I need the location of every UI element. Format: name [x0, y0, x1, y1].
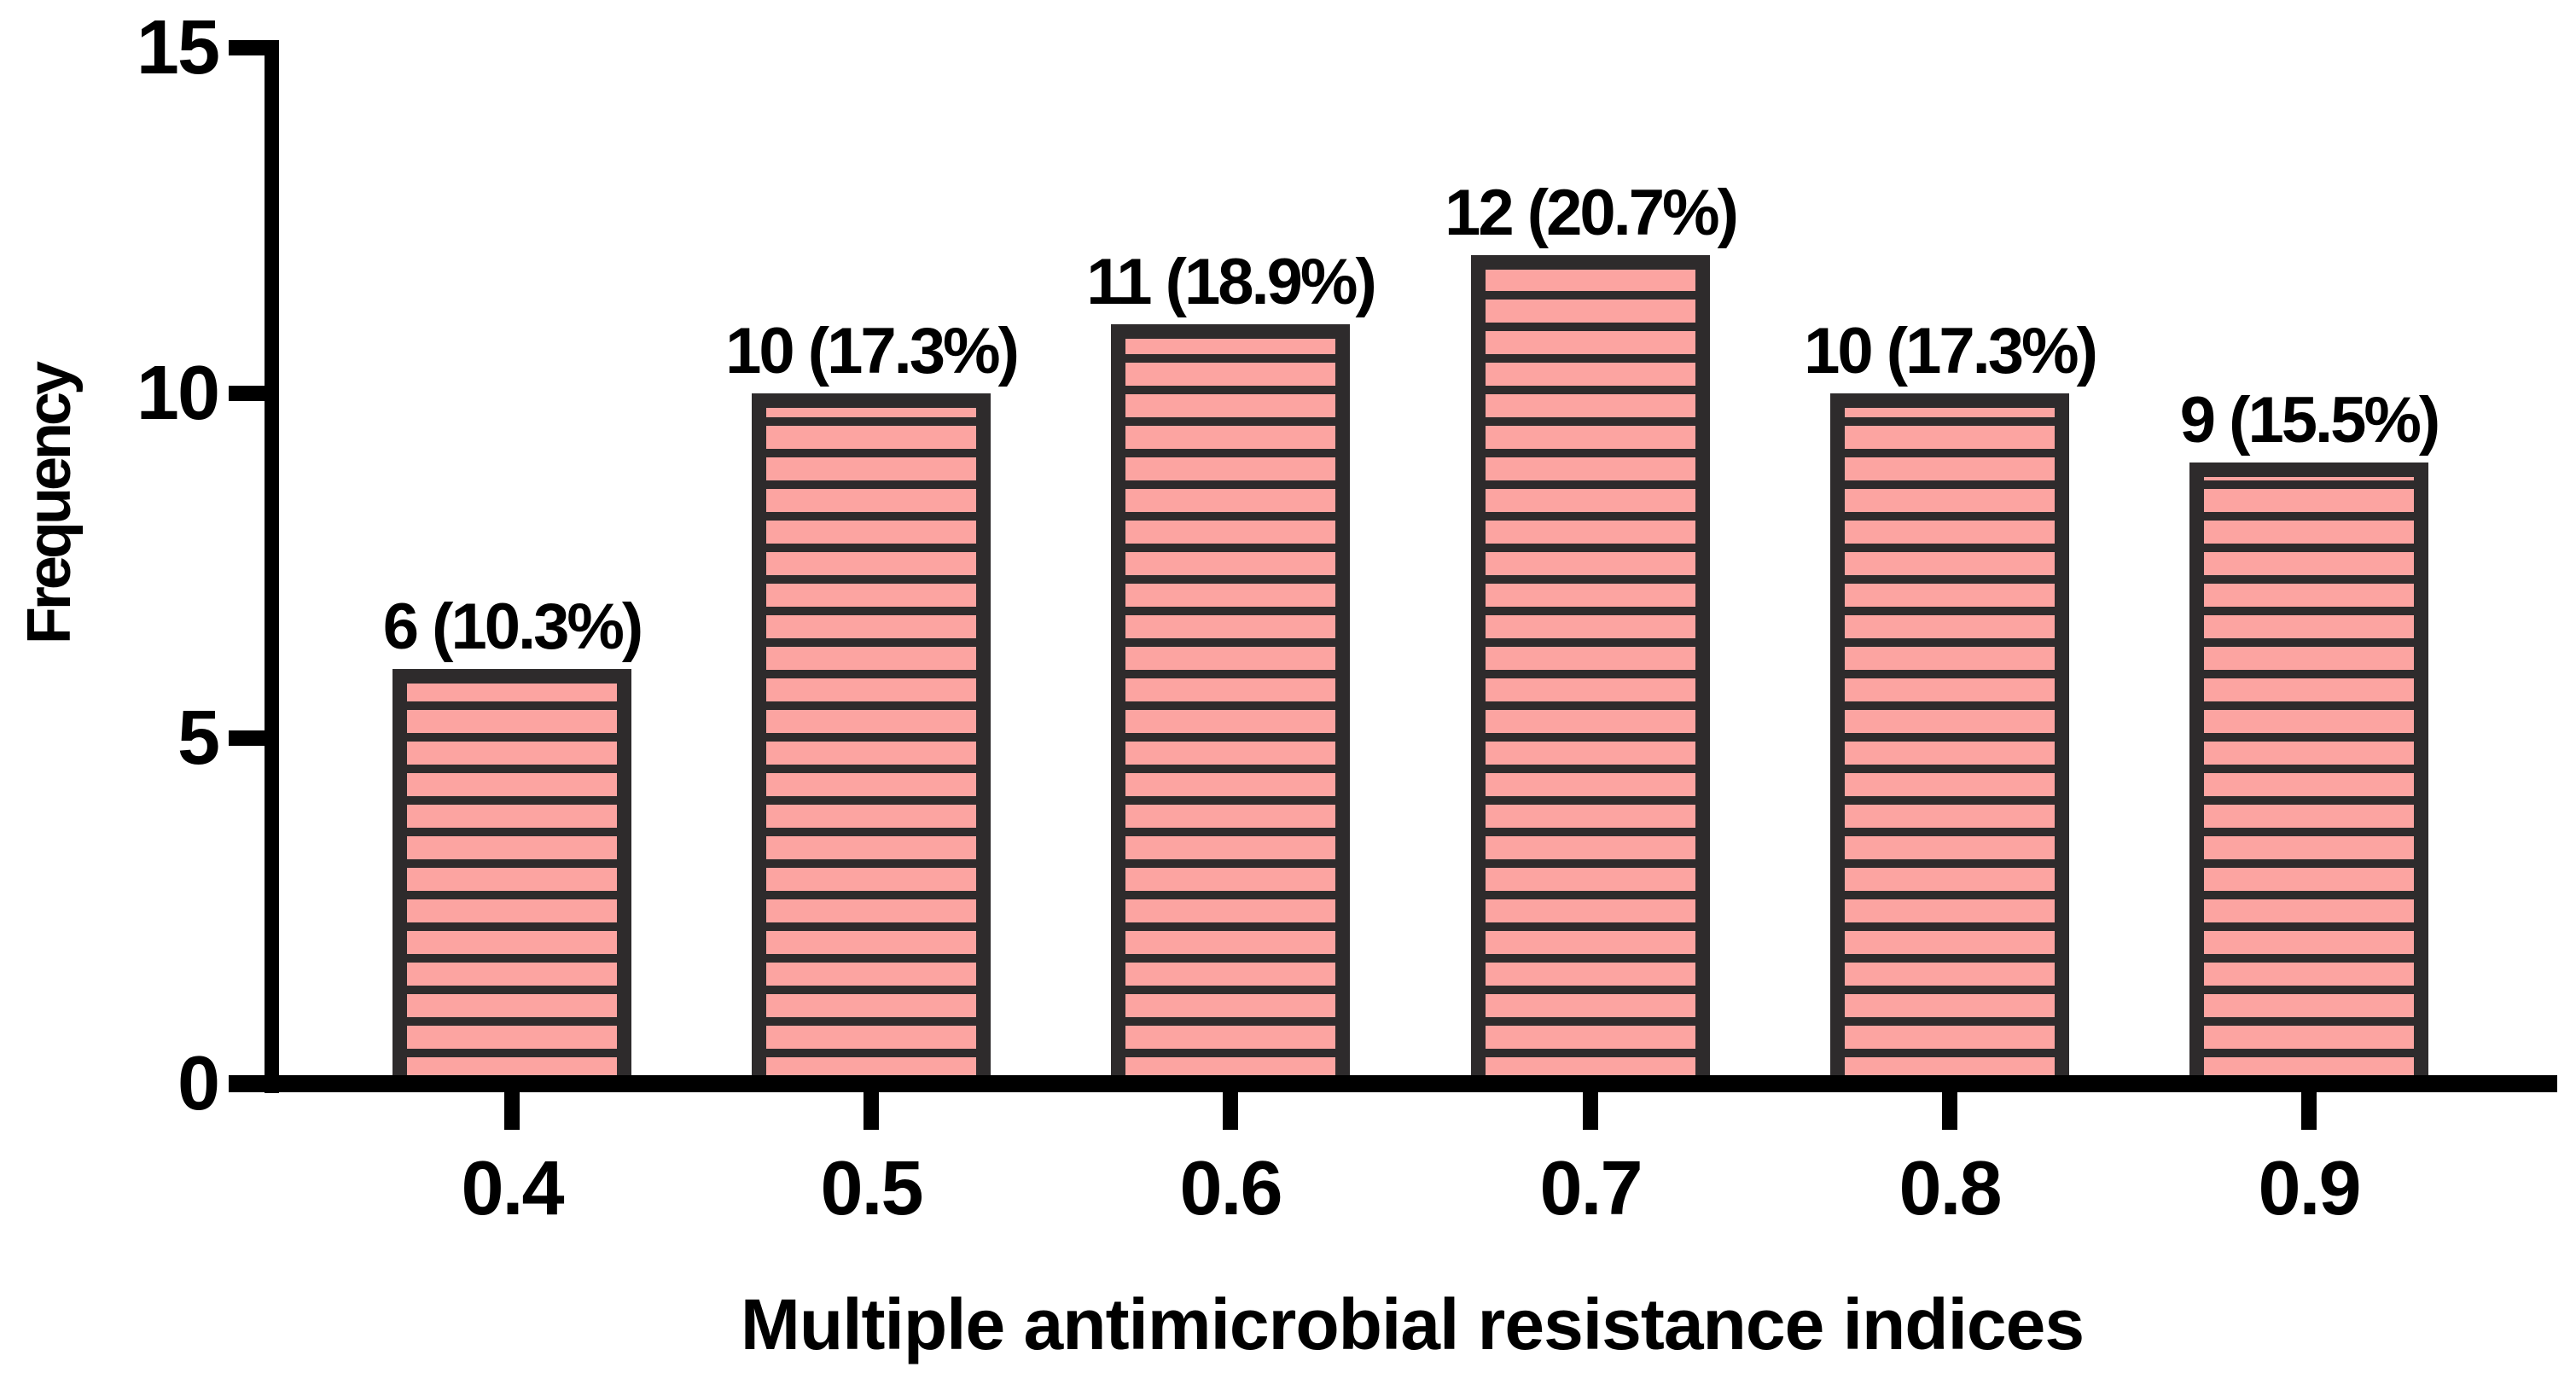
x-tick-label-0.7: 0.7: [1539, 1146, 1643, 1231]
bar-0.5: [752, 393, 991, 1080]
y-tick-10: [229, 386, 265, 401]
bar-value-label-0.8: 10 (17.3%): [1804, 315, 2098, 387]
bar-value-label-0.6: 11 (18.9%): [1086, 246, 1377, 318]
x-axis-line: [229, 1075, 2557, 1092]
y-tick-label-15: 15: [136, 5, 220, 90]
x-tick-label-0.4: 0.4: [461, 1146, 564, 1231]
x-tick-0.9: [2301, 1092, 2317, 1130]
bar-value-label-0.5: 10 (17.3%): [725, 315, 1020, 387]
y-tick-label-5: 5: [177, 695, 220, 781]
bar-0.9: [2189, 463, 2428, 1080]
bar-value-label-0.7: 12 (20.7%): [1445, 177, 1739, 249]
x-tick-label-0.9: 0.9: [2258, 1146, 2361, 1231]
x-tick-0.8: [1942, 1092, 1957, 1130]
x-axis-title: Multiple antimicrobial resistance indice…: [740, 1284, 2085, 1364]
x-tick-label-0.5: 0.5: [820, 1146, 923, 1231]
x-tick-0.5: [864, 1092, 879, 1130]
bar-0.8: [1830, 393, 2069, 1080]
x-tick-label-0.6: 0.6: [1179, 1146, 1282, 1231]
x-tick-0.4: [504, 1092, 520, 1130]
bar-value-label-0.4: 6 (10.3%): [382, 591, 644, 663]
y-tick-15: [229, 40, 265, 55]
y-tick-5: [229, 730, 265, 746]
y-tick-label-10: 10: [136, 351, 220, 436]
bar-0.6: [1111, 324, 1350, 1080]
x-tick-label-0.8: 0.8: [1899, 1146, 2002, 1231]
y-axis-title: Frequency: [15, 364, 84, 645]
bar-0.7: [1471, 255, 1710, 1080]
x-tick-0.7: [1583, 1092, 1598, 1130]
bar-value-label-0.9: 9 (15.5%): [2179, 384, 2441, 457]
y-tick-label-0: 0: [177, 1041, 220, 1126]
x-tick-0.6: [1223, 1092, 1238, 1130]
bar-0.4: [393, 669, 631, 1080]
y-axis-line: [265, 40, 279, 1093]
